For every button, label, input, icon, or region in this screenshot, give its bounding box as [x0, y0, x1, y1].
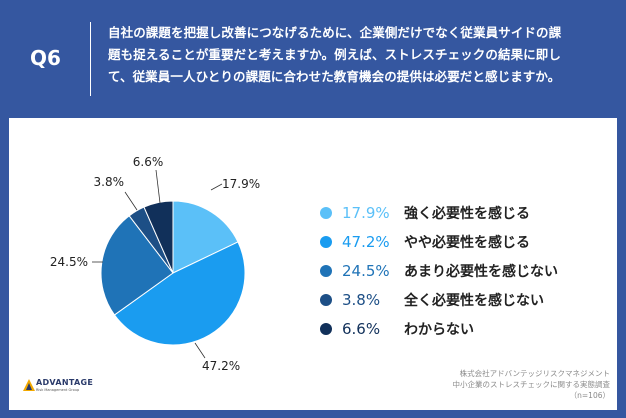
legend-percent: 6.6%	[342, 319, 381, 338]
source-line: 株式会社アドバンテッジリスクマネジメント	[459, 369, 610, 378]
pie-slice	[100, 215, 174, 316]
legend-label: あまり必要性を感じない	[404, 263, 558, 280]
logo-subtitle: Risk Management Group	[36, 388, 80, 392]
legend-item: 3.8% 全く必要性を感じない	[320, 285, 558, 314]
source-note: 株式会社アドバンテッジリスクマネジメント 中小企業のストレスチェックに関する実態…	[453, 368, 611, 401]
legend-item: 17.9% 強く必要性を感じる	[320, 198, 558, 227]
legend-label: 強く必要性を感じる	[404, 205, 530, 222]
question-text: 自社の課題を把握し改善につなげるために、企業側だけでなく従業員サイドの課 題も捉…	[108, 22, 614, 88]
pie-slice	[172, 200, 239, 274]
slice-leader-line	[210, 183, 223, 191]
logo-mark-icon	[23, 379, 35, 391]
header-divider	[90, 22, 91, 96]
pie-slice	[143, 200, 174, 274]
question-number: Q6	[30, 46, 61, 70]
question-line: 自社の課題を把握し改善につなげるために、企業側だけでなく従業員サイドの課	[108, 25, 562, 40]
question-line: 題も捉えることが重要だと考えますか。例えば、ストレスチェックの結果に即し	[108, 47, 561, 62]
legend-swatch	[320, 264, 332, 277]
source-line: （n=106）	[569, 391, 610, 400]
slice-data-label: 17.9%	[222, 177, 260, 191]
legend-percent: 17.9%	[342, 203, 390, 222]
question-line: て、従業員一人ひとりの課題に合わせた教育機会の提供は必要だと感じますか。	[108, 69, 561, 84]
company-logo: ADVANTAGE Risk Management Group	[22, 378, 142, 406]
chart-legend: 17.9% 強く必要性を感じる 47.2% やや必要性を感じる 24.5% あま…	[320, 198, 558, 343]
legend-swatch	[320, 322, 332, 335]
question-header: Q6 自社の課題を把握し改善につなげるために、企業側だけでなく従業員サイドの課 …	[0, 0, 626, 118]
legend-label: 全く必要性を感じない	[404, 292, 544, 309]
legend-label: やや必要性を感じる	[404, 234, 530, 251]
slice-data-label: 6.6%	[133, 155, 164, 169]
slice-leader-line	[124, 191, 138, 211]
legend-swatch	[320, 293, 332, 306]
slice-data-label: 47.2%	[202, 359, 240, 373]
legend-percent: 47.2%	[342, 232, 390, 251]
legend-percent: 24.5%	[342, 261, 390, 280]
legend-swatch	[320, 235, 332, 248]
slice-data-label: 24.5%	[50, 255, 88, 269]
slice-data-label: 3.8%	[94, 175, 125, 189]
logo-name: ADVANTAGE	[36, 378, 94, 387]
slice-leader-line	[155, 169, 161, 204]
pie-slice	[113, 241, 246, 346]
source-line: 中小企業のストレスチェックに関する実態調査	[452, 380, 611, 389]
slice-leader-line	[194, 342, 206, 359]
legend-swatch	[320, 206, 332, 219]
legend-item: 6.6% わからない	[320, 314, 558, 343]
legend-label: わからない	[404, 321, 474, 338]
legend-item: 47.2% やや必要性を感じる	[320, 227, 558, 256]
legend-percent: 3.8%	[342, 290, 381, 309]
legend-item: 24.5% あまり必要性を感じない	[320, 256, 558, 285]
